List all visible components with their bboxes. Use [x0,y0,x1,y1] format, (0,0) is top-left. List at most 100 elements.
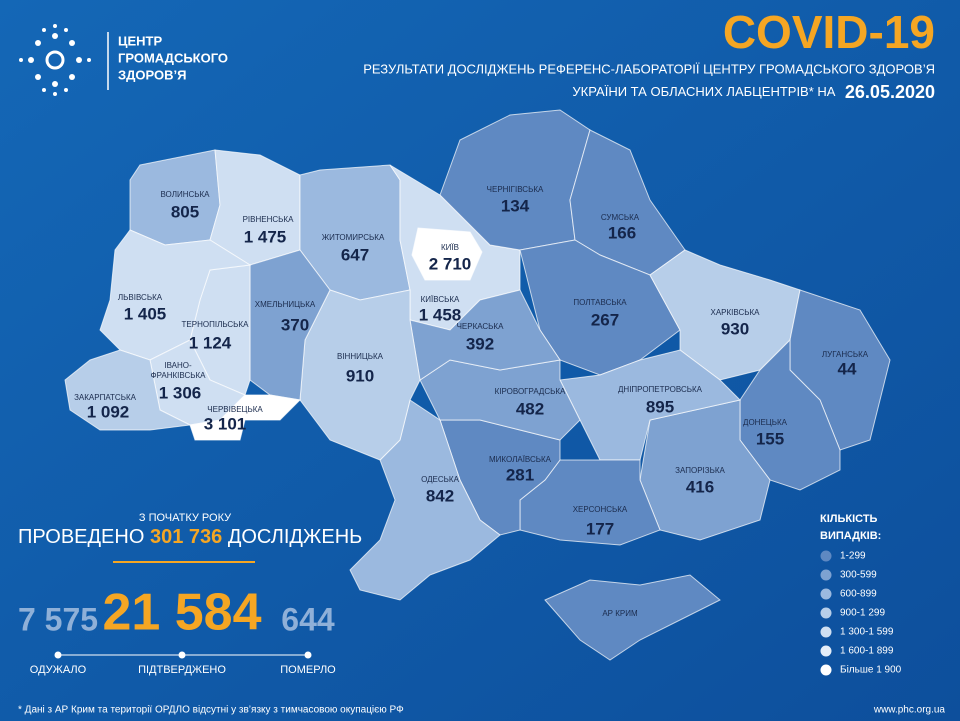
region-name: ПОЛТАВСЬКА [573,298,627,307]
region [249,249,331,401]
region-value: 805 [171,202,199,221]
region-name: ЗАПОРІЗЬКА [675,466,725,475]
region-value: 1 124 [189,333,232,352]
legend-swatch [820,607,832,619]
region-name: ВІННИЦЬКА [337,352,384,361]
legend-label: 1-299 [840,551,866,562]
tests-caption: З ПОЧАТКУ РОКУ [139,512,232,524]
legend-label: 300-599 [840,570,877,581]
tests-line: ПРОВЕДЕНО 301 736 ДОСЛІДЖЕНЬ [18,526,362,548]
subtitle: УКРАЇНИ ТА ОБЛАСНИХ ЛАБЦЕНТРІВ* НА 26.05… [572,82,935,102]
region-name: ХЕРСОНСЬКА [573,505,628,514]
region-name: ЗАКАРПАТСЬКА [74,393,137,402]
region [559,349,741,461]
footnote: * Дані з АР Крим та території ОРДЛО відс… [18,705,404,716]
region-value: 166 [608,223,636,242]
recovered-value: 7 575 [18,601,98,637]
region-name: ТЕРНОПІЛЬСЬКА [182,320,250,329]
region [409,289,561,381]
stats-dot [54,651,62,659]
region-name: ФРАНКІВСЬКА [151,371,207,380]
region-name: АР КРИМ [602,609,638,618]
region-value: 910 [346,366,374,385]
region-name: ЛУГАНСЬКА [822,350,869,359]
date: 26.05.2020 [845,82,935,102]
region-value: 267 [591,310,619,329]
region [544,574,721,661]
region-value: 177 [586,519,614,538]
stats-dot [304,651,312,659]
region-value: 842 [426,486,454,505]
region-value: 1 092 [87,402,130,421]
region-name: ЧЕРВІВЕЦЬКА [207,405,263,414]
region-value: 416 [686,477,714,496]
region-name: РІВНЕНСЬКА [243,215,294,224]
region-name: КИЇВ [441,243,459,252]
region [411,227,483,281]
legend-swatch [820,664,832,676]
region-name: ХАРКІВСЬКА [711,308,761,317]
logo-text: ЦЕНТР ГРОМАДСЬКОГО ЗДОРОВ’Я [118,33,228,82]
legend-label: 1 300-1 599 [840,627,894,638]
region-name: ДОНЕЦЬКА [743,418,788,427]
legend-swatch [820,588,832,600]
legend-label: Більше 1 900 [840,665,902,676]
region-name: ХМЕЛЬНИЦЬКА [255,300,316,309]
url: www.phc.org.ua [873,705,946,716]
region-value: 2 710 [429,254,472,273]
legend-label: 900-1 299 [840,608,885,619]
region [189,394,302,441]
legend-swatch [820,626,832,638]
region-value: 392 [466,334,494,353]
region-name: ЧЕРКАСЬКА [457,322,505,331]
region-name: ВОЛИНСЬКА [160,190,210,199]
region-name: ІВАНО- [164,361,192,370]
logo-line: ГРОМАДСЬКОГО [118,50,228,65]
confirmed-value: 21 584 [102,584,261,642]
region-name: МИКОЛАЇВСЬКА [489,455,552,464]
region [349,399,501,601]
legend: КІЛЬКІСТЬ ВИПАДКІВ: 1-299 300-599 600-899 9… [820,513,902,676]
region-value: 281 [506,465,534,484]
logo-mark [19,24,91,96]
legend-label: 600-899 [840,589,877,600]
region [64,349,192,431]
region-value: 3 101 [204,414,247,433]
legend-title: ВИПАДКІВ: [820,530,881,542]
deaths-value: 644 [281,601,335,637]
region-value: 482 [516,399,544,418]
region-value: 930 [721,319,749,338]
tests-count: 301 736 [150,526,222,548]
region-name: КИЇВСЬКА [421,295,460,304]
region-name: ЧЕРНІГІВСЬКА [487,185,544,194]
logo-line: ЗДОРОВ’Я [118,67,186,82]
subtitle: РЕЗУЛЬТАТИ ДОСЛІДЖЕНЬ РЕФЕРЕНС-ЛАБОРАТОР… [363,61,935,76]
title: COVID-19 [723,6,935,58]
region-value: 895 [646,397,674,416]
legend-label: 1 600-1 899 [840,646,894,657]
region-value: 155 [756,429,784,448]
tests-prefix: ПРОВЕДЕНО [18,526,144,548]
legend-title: КІЛЬКІСТЬ [820,513,878,525]
region-name: ОДЕСЬКА [421,475,459,484]
region-name: ЛЬВІВСЬКА [118,293,163,302]
region-value: 44 [838,359,857,378]
legend-swatch [820,645,832,657]
tests-suffix: ДОСЛІДЖЕНЬ [228,526,362,548]
region-name: ЖИТОМИРСЬКА [322,233,385,242]
region-name: КІРОВОГРАДСЬКА [495,387,566,396]
region-name: ДНІПРОПЕТРОВСЬКА [618,385,703,394]
region-value: 1 475 [244,227,287,246]
legend-swatch [820,550,832,562]
stat-label: ОДУЖАЛО [30,664,87,676]
region-value: 647 [341,245,369,264]
stat-label: ПОМЕРЛО [280,664,336,676]
region-value: 370 [281,315,309,334]
legend-swatch [820,569,832,581]
region-value: 1 405 [124,304,167,323]
region-value: 1 458 [419,305,462,324]
map: ВОЛИНСЬКА 805 РІВНЕНСЬКА 1 475 ЖИТОМИРСЬКА 64… [64,109,891,661]
region-value: 1 306 [159,383,202,402]
logo-line: ЦЕНТР [118,33,162,48]
